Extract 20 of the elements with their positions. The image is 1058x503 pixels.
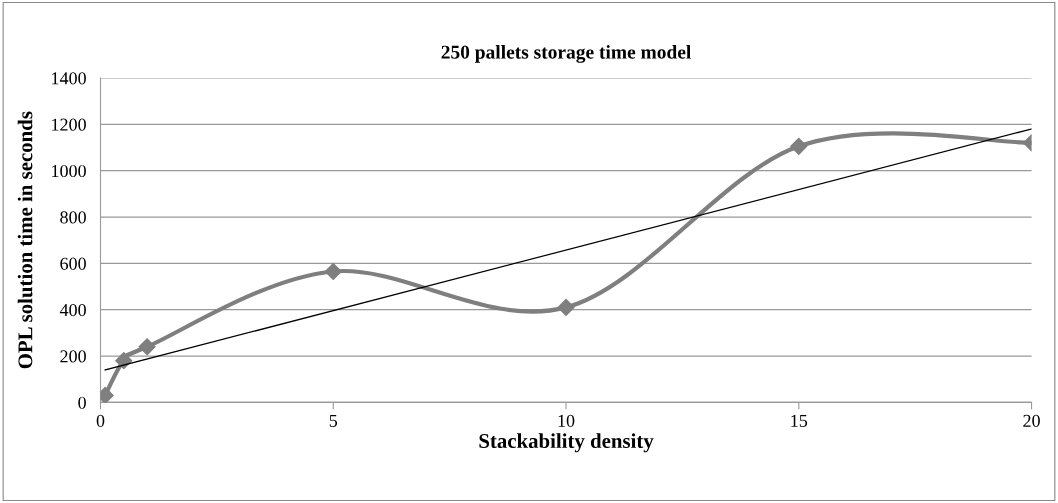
x-tick-label: 0: [96, 414, 105, 427]
y-tick-label: 400: [59, 303, 86, 317]
x-tick-label: 15: [791, 414, 808, 427]
point: [790, 137, 808, 155]
y-tick-label: 200: [60, 350, 86, 363]
chart-title: 250 pallets storage time model: [441, 45, 691, 63]
point: [138, 338, 156, 356]
y-tick-label: 1000: [52, 164, 86, 178]
y-tick-label: 800: [60, 211, 86, 224]
x-tick-label: 20: [1023, 414, 1040, 427]
y-axis-title: OPL solution time in seconds: [17, 111, 33, 369]
y-tick-label: 600: [60, 257, 86, 270]
point: [324, 262, 342, 281]
y-tick-label: 1400: [52, 72, 86, 85]
x-tick-label: 5: [329, 414, 338, 427]
point: [557, 298, 575, 316]
x-tick-label: 10: [558, 414, 575, 427]
y-tick-label: 0: [78, 396, 86, 409]
x-axis-title: Stackability density: [479, 433, 654, 453]
y-tick-label: 1200: [52, 118, 86, 131]
